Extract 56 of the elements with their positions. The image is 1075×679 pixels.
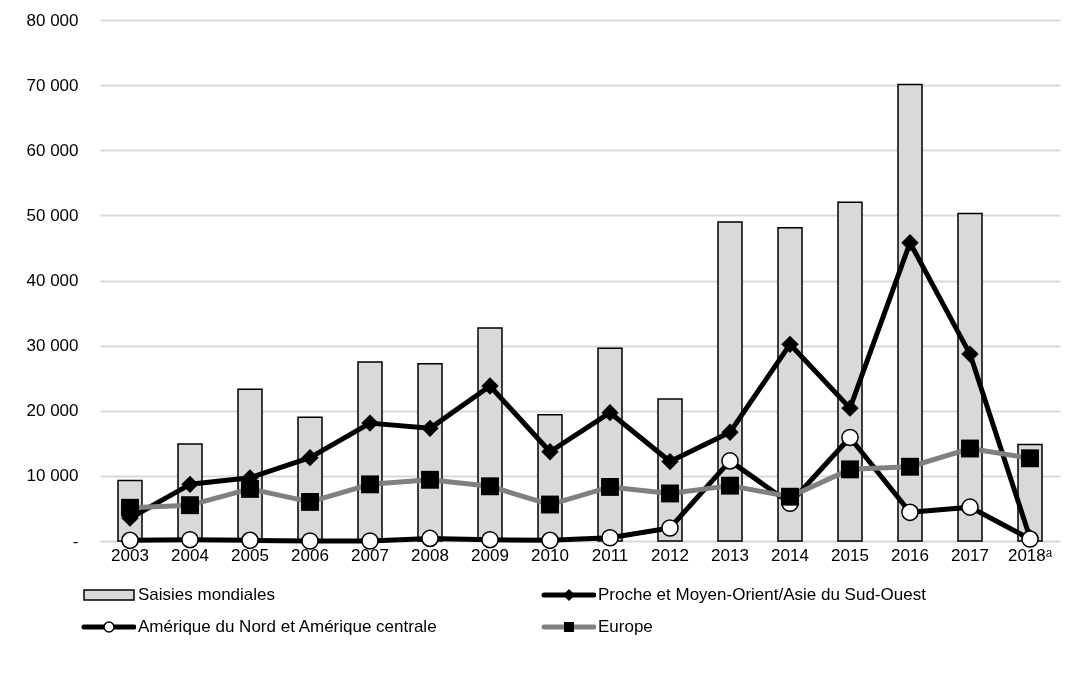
- point: [961, 498, 979, 516]
- x-tick-label: 2014: [771, 545, 809, 565]
- y-tick-label: 20 000: [26, 401, 79, 421]
- x-tick-label: 2008: [411, 545, 449, 565]
- x-tick-label: 2017: [951, 545, 989, 565]
- point: [541, 443, 559, 461]
- point: [421, 529, 439, 548]
- point: [481, 530, 499, 549]
- y-tick-label: 70 000: [26, 75, 79, 95]
- point: [181, 475, 199, 493]
- legend-label: Saisies mondiales: [138, 585, 276, 605]
- point: [841, 399, 859, 417]
- point: [901, 503, 919, 522]
- legend-label: Proche et Moyen-Orient/Asie du Sud-Ouest: [598, 585, 926, 605]
- y-tick-label: 10 000: [26, 466, 79, 486]
- x-tick-label: 2011: [591, 545, 629, 565]
- y-tick-label: 30 000: [26, 336, 79, 356]
- point: [961, 345, 979, 363]
- y-tick-label: 80 000: [26, 10, 79, 30]
- point: [181, 530, 199, 549]
- y-tick-label: 60 000: [26, 140, 79, 160]
- y-tick-label: 40 000: [26, 271, 79, 290]
- x-tick-label: 2005: [231, 545, 269, 565]
- point: [601, 404, 619, 422]
- legend-label: Europe: [598, 617, 653, 637]
- point: [301, 448, 319, 467]
- point: [301, 532, 319, 550]
- point: [241, 531, 259, 550]
- x-tick-label: 2009: [471, 545, 509, 565]
- point: [481, 377, 499, 395]
- x-tick-label: 2010: [531, 545, 569, 565]
- point: [421, 419, 439, 437]
- point: [661, 452, 679, 471]
- point: [721, 452, 739, 470]
- point: [781, 335, 799, 353]
- legend-label: Amérique du Nord et Amérique centrale: [138, 617, 437, 637]
- y-tick-label: -: [72, 531, 79, 551]
- point: [721, 423, 739, 441]
- x-tick-label: 2006: [291, 545, 329, 565]
- point: [601, 528, 619, 547]
- point: [361, 414, 379, 432]
- x-tick-label: 2003: [111, 545, 149, 565]
- y-tick-label: 50 000: [26, 205, 79, 225]
- x-tick-label: 2013: [711, 545, 749, 565]
- x-tick-label: 2015: [831, 545, 869, 565]
- point: [361, 532, 379, 550]
- x-tick-label: 2012: [651, 545, 689, 565]
- x-tick-label: 2016: [891, 545, 929, 565]
- x-tick-label: 2018ᵃ: [1007, 545, 1053, 565]
- point: [841, 428, 859, 447]
- x-tick-label: 2004: [171, 545, 209, 565]
- point: [901, 234, 919, 252]
- point: [661, 519, 679, 537]
- point: [541, 531, 559, 550]
- x-tick-label: 2007: [351, 545, 389, 565]
- point: [121, 531, 139, 550]
